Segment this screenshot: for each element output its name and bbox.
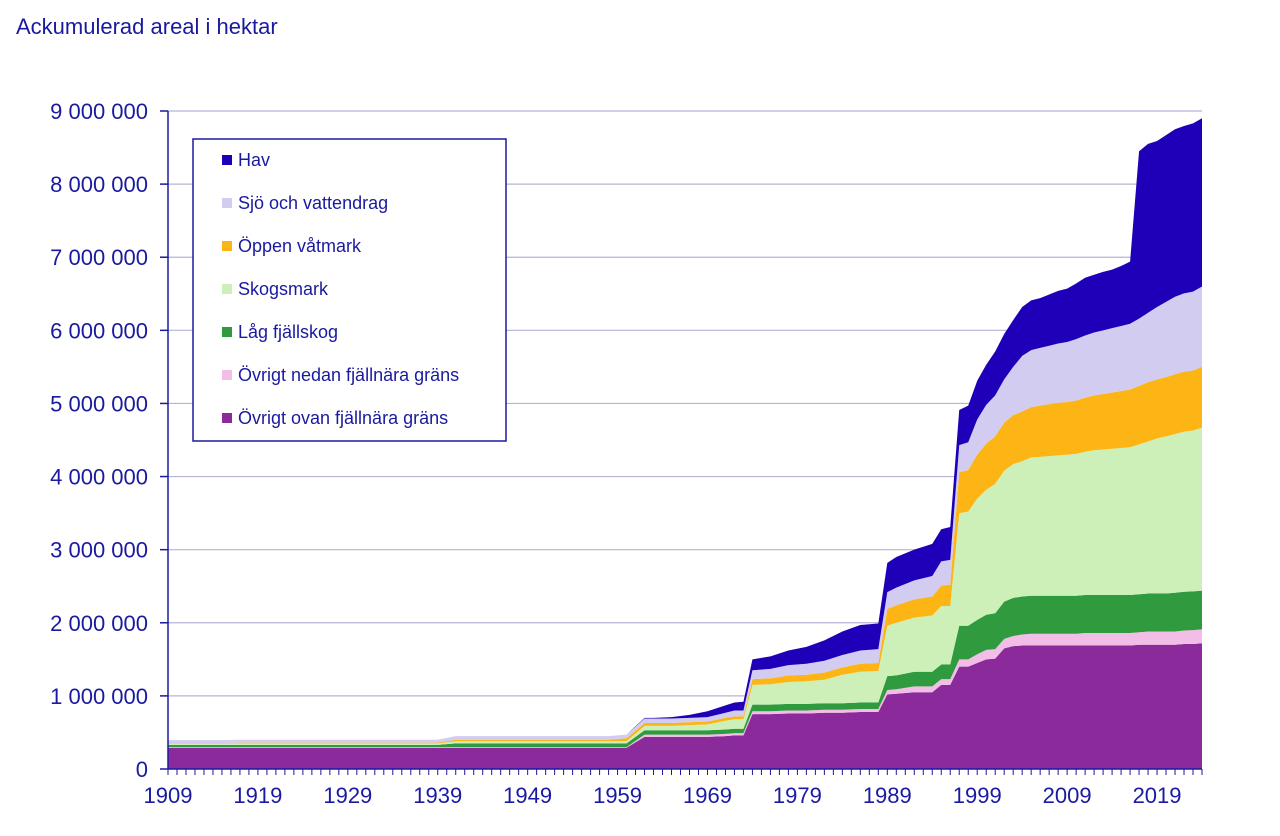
x-tick-label: 1939	[413, 783, 462, 808]
legend-swatch	[222, 241, 232, 251]
area-series-1	[168, 643, 1202, 769]
y-tick-label: 1 000 000	[50, 684, 148, 709]
y-tick-label: 8 000 000	[50, 172, 148, 197]
area-series-5	[168, 366, 1202, 744]
x-tick-label: 1909	[144, 783, 193, 808]
area-series-4	[168, 427, 1202, 745]
legend-swatch	[222, 413, 232, 423]
x-tick-label: 1959	[593, 783, 642, 808]
area-series-3	[168, 590, 1202, 748]
legend: Hav Sjö och vattendrag Öppen våtmark Skogsm…	[192, 138, 507, 442]
axes: 0 1 000 000 2 000 000 3 000 000 4 000 000 5 0…	[50, 99, 1203, 808]
y-tick-label: 2 000 000	[50, 611, 148, 636]
legend-box	[192, 138, 507, 442]
y-tick-label: 3 000 000	[50, 538, 148, 563]
legend-label: Låg fjällskog	[238, 322, 338, 342]
legend-swatch	[222, 198, 232, 208]
chart-title: Ackumulerad areal i hektar	[16, 14, 278, 39]
y-tick-label: 5 000 000	[50, 391, 148, 416]
x-tick-label: 1979	[773, 783, 822, 808]
legend-label: Sjö och vattendrag	[238, 193, 388, 213]
legend-swatch	[222, 370, 232, 380]
x-tick-label: 1919	[233, 783, 282, 808]
x-tick-label: 2019	[1133, 783, 1182, 808]
legend-label: Skogsmark	[238, 279, 329, 299]
area-series	[168, 118, 1202, 769]
legend-label: Hav	[238, 150, 270, 170]
x-tick-label: 1929	[323, 783, 372, 808]
legend-swatch	[222, 284, 232, 294]
legend-label: Övrigt ovan fjällnära gräns	[238, 408, 448, 428]
y-tick-label: 7 000 000	[50, 245, 148, 270]
legend-label: Övrigt nedan fjällnära gräns	[238, 365, 459, 385]
area-series-2	[168, 629, 1202, 748]
x-tick-label: 1969	[683, 783, 732, 808]
x-tick-label: 1999	[953, 783, 1002, 808]
legend-label: Öppen våtmark	[238, 236, 362, 256]
legend-swatch	[222, 155, 232, 165]
legend-swatch	[222, 327, 232, 337]
x-tick-label: 1989	[863, 783, 912, 808]
x-tick-label: 2009	[1043, 783, 1092, 808]
y-tick-label: 6 000 000	[50, 318, 148, 343]
y-tick-label: 0	[136, 757, 148, 782]
area-series-6	[168, 286, 1202, 744]
x-tick-label: 1949	[503, 783, 552, 808]
y-tick-label: 9 000 000	[50, 99, 148, 124]
y-tick-label: 4 000 000	[50, 465, 148, 490]
